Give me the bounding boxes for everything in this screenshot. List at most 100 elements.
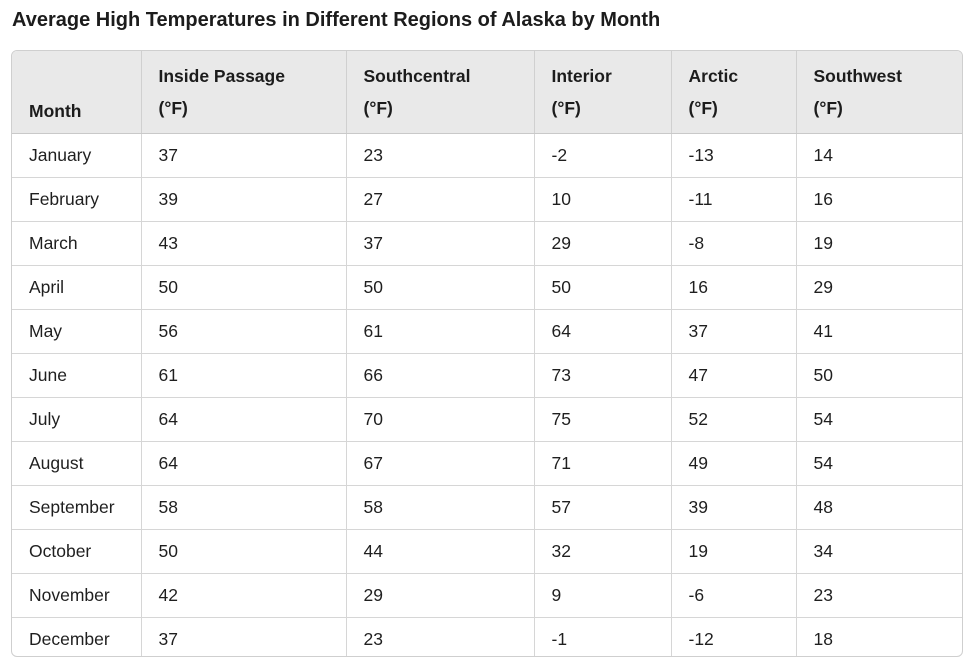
table-cell-southcentral: 70: [346, 397, 535, 442]
table-cell-southcentral: 37: [346, 221, 535, 266]
table-row: June 61 66 73 47 50: [12, 353, 962, 398]
table-cell-southwest: 16: [796, 177, 962, 222]
column-header-southcentral: Southcentral (°F): [346, 51, 535, 134]
table-cell-interior: -2: [534, 133, 672, 178]
table-cell-month: June: [12, 353, 142, 398]
table-cell-arctic: -6: [671, 573, 797, 618]
table-cell-inside-passage: 64: [141, 441, 347, 486]
column-header-month: Month: [12, 51, 142, 134]
table-cell-arctic: -12: [671, 617, 797, 656]
header-row: Month Inside Passage (°F) Southcentral (…: [12, 51, 962, 134]
table-cell-inside-passage: 37: [141, 133, 347, 178]
table-cell-month: October: [12, 529, 142, 574]
table-cell-southcentral: 61: [346, 309, 535, 354]
table-cell-month: November: [12, 573, 142, 618]
table-cell-southwest: 50: [796, 353, 962, 398]
table-row: April 50 50 50 16 29: [12, 265, 962, 310]
table-cell-arctic: -8: [671, 221, 797, 266]
table-cell-arctic: -11: [671, 177, 797, 222]
table-cell-southcentral: 50: [346, 265, 535, 310]
column-header-label: Southcentral: [363, 66, 471, 86]
table-row: November 42 29 9 -6 23: [12, 573, 962, 618]
column-header-label: Inside Passage: [158, 66, 285, 86]
table-cell-inside-passage: 39: [141, 177, 347, 222]
table-cell-interior: 10: [534, 177, 672, 222]
column-header-unit: (°F): [551, 98, 581, 118]
column-header-unit: (°F): [688, 98, 718, 118]
table-cell-inside-passage: 64: [141, 397, 347, 442]
table-cell-inside-passage: 56: [141, 309, 347, 354]
column-header-inside-passage: Inside Passage (°F): [141, 51, 347, 134]
table-row: March 43 37 29 -8 19: [12, 221, 962, 266]
table-cell-month: August: [12, 441, 142, 486]
table-cell-southwest: 23: [796, 573, 962, 618]
table-cell-month: September: [12, 485, 142, 530]
table-cell-southwest: 14: [796, 133, 962, 178]
column-header-unit: (°F): [813, 98, 843, 118]
column-header-unit: (°F): [158, 98, 188, 118]
table-cell-arctic: 52: [671, 397, 797, 442]
table-row: October 50 44 32 19 34: [12, 529, 962, 574]
table-row: February 39 27 10 -11 16: [12, 177, 962, 222]
table-cell-southwest: 29: [796, 265, 962, 310]
column-header-label: Month: [29, 101, 82, 121]
table-cell-southwest: 41: [796, 309, 962, 354]
table-cell-interior: 71: [534, 441, 672, 486]
column-header-southwest: Southwest (°F): [796, 51, 962, 134]
temperature-table-container: Month Inside Passage (°F) Southcentral (…: [11, 50, 963, 657]
table-cell-southwest: 34: [796, 529, 962, 574]
table-cell-arctic: 19: [671, 529, 797, 574]
table-cell-inside-passage: 37: [141, 617, 347, 656]
table-cell-southwest: 19: [796, 221, 962, 266]
table-body: January 37 23 -2 -13 14 February 39 27 10 -11 16 Mar…: [12, 133, 962, 656]
table-cell-month: March: [12, 221, 142, 266]
table-cell-arctic: 16: [671, 265, 797, 310]
table-cell-month: May: [12, 309, 142, 354]
column-header-interior: Interior (°F): [534, 51, 672, 134]
table-cell-month: December: [12, 617, 142, 656]
table-cell-month: July: [12, 397, 142, 442]
table-cell-southwest: 48: [796, 485, 962, 530]
table-cell-arctic: 37: [671, 309, 797, 354]
column-header-label: Interior: [551, 66, 612, 86]
table-cell-southcentral: 23: [346, 617, 535, 656]
table-row: September 58 58 57 39 48: [12, 485, 962, 530]
table-cell-arctic: 47: [671, 353, 797, 398]
table-cell-arctic: 49: [671, 441, 797, 486]
column-header-arctic: Arctic (°F): [671, 51, 797, 134]
table-cell-southcentral: 44: [346, 529, 535, 574]
table-cell-southcentral: 23: [346, 133, 535, 178]
table-cell-southcentral: 29: [346, 573, 535, 618]
table-cell-interior: 75: [534, 397, 672, 442]
table-cell-interior: 9: [534, 573, 672, 618]
column-header-label: Southwest: [813, 66, 902, 86]
table-row: December 37 23 -1 -12 18: [12, 617, 962, 656]
table-cell-interior: 50: [534, 265, 672, 310]
table-row: August 64 67 71 49 54: [12, 441, 962, 486]
column-header-unit: (°F): [363, 98, 393, 118]
table-cell-inside-passage: 43: [141, 221, 347, 266]
temperature-table: Month Inside Passage (°F) Southcentral (…: [12, 51, 962, 656]
table-cell-southwest: 18: [813, 629, 833, 649]
table-cell-inside-passage: 50: [141, 265, 347, 310]
table-cell-arctic: -13: [671, 133, 797, 178]
table-cell-interior: 57: [534, 485, 672, 530]
table-header: Month Inside Passage (°F) Southcentral (…: [12, 51, 962, 134]
table-cell-southwest: 54: [796, 397, 962, 442]
table-cell-southcentral: 27: [346, 177, 535, 222]
table-cell-southcentral: 66: [346, 353, 535, 398]
table-cell-month: April: [12, 265, 142, 310]
column-header-label: Arctic: [688, 66, 739, 86]
table-cell-inside-passage: 50: [141, 529, 347, 574]
table-row: July 64 70 75 52 54: [12, 397, 962, 442]
table-row: January 37 23 -2 -13 14: [12, 133, 962, 178]
table-cell-inside-passage: 42: [141, 573, 347, 618]
table-cell-month: January: [12, 133, 142, 178]
table-cell-interior: 29: [534, 221, 672, 266]
table-cell-arctic: 39: [671, 485, 797, 530]
table-cell-interior: 64: [534, 309, 672, 354]
table-cell-interior: 73: [534, 353, 672, 398]
table-cell-southwest: 54: [796, 441, 962, 486]
chart-title: Average High Temperatures in Different R…: [12, 9, 661, 31]
table-cell-southcentral: 58: [346, 485, 535, 530]
